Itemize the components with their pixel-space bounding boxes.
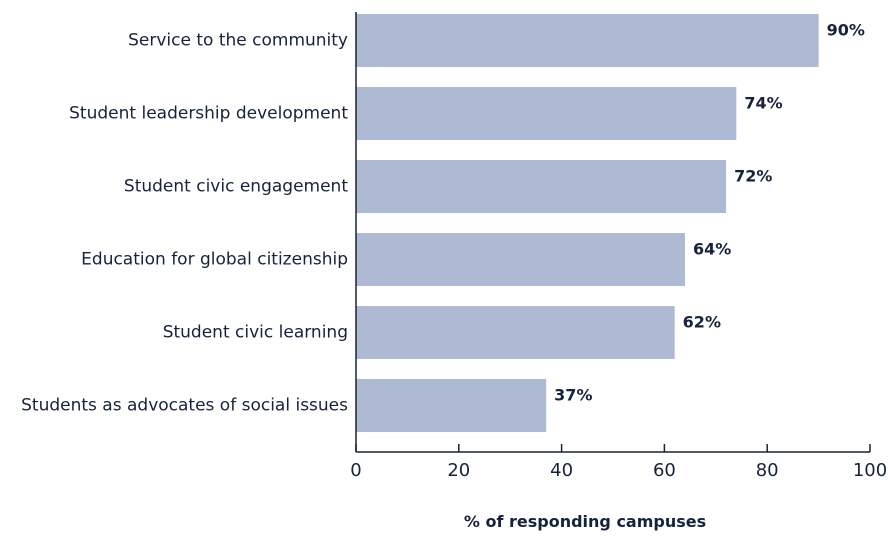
value-label-5: 62% bbox=[683, 313, 721, 332]
bar-5 bbox=[356, 306, 675, 359]
value-label-1: 90% bbox=[827, 21, 865, 40]
x-tick-label-100: 100 bbox=[853, 460, 887, 481]
x-tick-label-20: 20 bbox=[447, 460, 470, 481]
bar-1 bbox=[356, 14, 819, 67]
bars-layer: Service to the community 90% Student leade… bbox=[21, 14, 865, 432]
value-label-2: 74% bbox=[744, 94, 782, 113]
x-axis-title: % of responding campuses bbox=[464, 512, 706, 531]
x-tick-label-80: 80 bbox=[756, 460, 779, 481]
x-tick-label-40: 40 bbox=[550, 460, 573, 481]
x-ticks-layer: 0 20 40 60 80 100 bbox=[350, 444, 887, 481]
bar-3 bbox=[356, 160, 727, 213]
axes-layer bbox=[355, 12, 870, 453]
bar-6 bbox=[356, 379, 547, 432]
bar-4 bbox=[356, 233, 685, 286]
x-tick-label-60: 60 bbox=[653, 460, 676, 481]
x-tick-label-0: 0 bbox=[350, 460, 361, 481]
value-label-4: 64% bbox=[693, 240, 731, 259]
category-label-6: Students as advocates of social issues bbox=[21, 396, 348, 416]
bar-2 bbox=[356, 87, 737, 140]
value-label-3: 72% bbox=[734, 167, 772, 186]
category-label-3: Student civic engagement bbox=[124, 177, 348, 197]
category-label-1: Service to the community bbox=[128, 31, 348, 51]
category-label-5: Student civic learning bbox=[163, 323, 348, 343]
category-label-4: Education for global citizenship bbox=[81, 250, 348, 270]
value-label-6: 37% bbox=[554, 386, 592, 405]
category-label-2: Student leadership development bbox=[69, 104, 348, 124]
